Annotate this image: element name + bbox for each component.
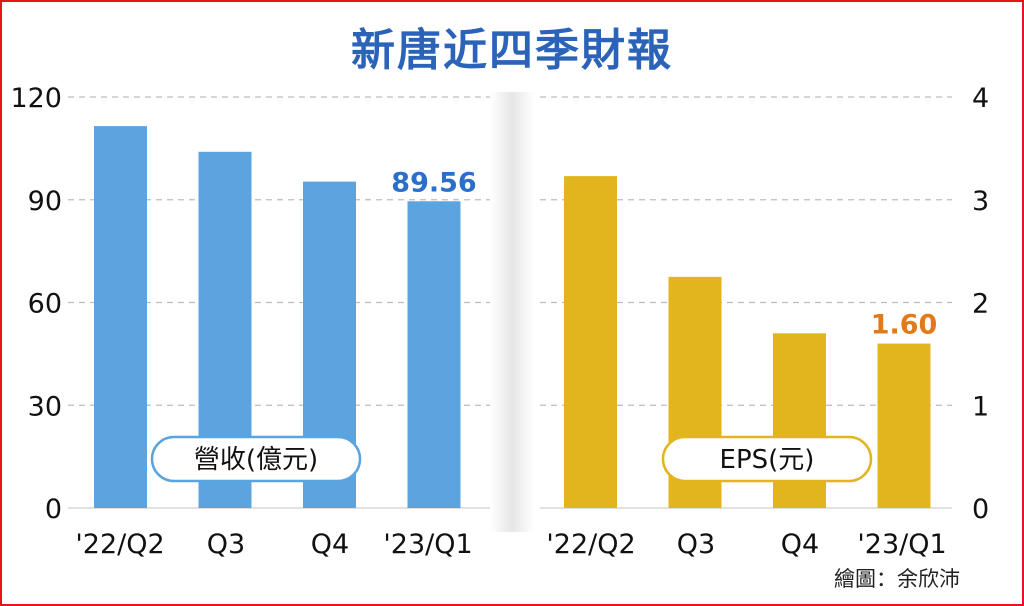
data-label: 89.56 — [391, 167, 476, 198]
x-tick-label: Q4 — [781, 529, 819, 560]
legend-box — [150, 435, 362, 483]
y-tick-label: 3 — [972, 186, 989, 217]
x-tick-label: '22/Q2 — [546, 529, 635, 560]
bar — [407, 201, 461, 508]
bar — [94, 126, 147, 509]
revenue-panel: 0 30 60 90 120 '22/Q2 Q3 Q4 '23/Q1 89.56 營收(億元) — [10, 83, 490, 560]
bar — [877, 343, 931, 508]
legend-box — [661, 435, 873, 483]
x-tick-label: '23/Q1 — [857, 529, 946, 560]
y-tick-label: 2 — [972, 289, 989, 320]
chart-title: 新唐近四季財報 — [351, 25, 673, 76]
x-tick-label: Q4 — [311, 529, 349, 560]
x-tick-label: '22/Q2 — [75, 529, 164, 560]
x-tick-label: '23/Q1 — [383, 529, 472, 560]
y-tick-label: 0 — [972, 494, 989, 525]
y-tick-label: 0 — [45, 494, 62, 525]
credit-text: 繪圖：余欣沛 — [834, 567, 960, 591]
y-tick-label: 120 — [10, 83, 62, 114]
y-tick-label: 60 — [28, 289, 62, 320]
y-tick-label: 90 — [28, 186, 62, 217]
x-tick-label: Q3 — [207, 529, 245, 560]
y-tick-label: 4 — [972, 83, 989, 114]
data-label: 1.60 — [871, 310, 938, 341]
y-tick-label: 30 — [28, 391, 62, 422]
legend-label: 營收(億元) — [194, 445, 318, 475]
panel-divider — [490, 92, 534, 532]
y-tick-label: 1 — [972, 391, 989, 422]
x-tick-label: Q3 — [677, 529, 715, 560]
bar — [564, 176, 617, 508]
legend-label: EPS(元) — [720, 445, 815, 475]
eps-panel: 0 1 2 3 4 '22/Q2 Q3 Q4 '23/Q1 1.60 EPS(元) — [540, 83, 989, 560]
